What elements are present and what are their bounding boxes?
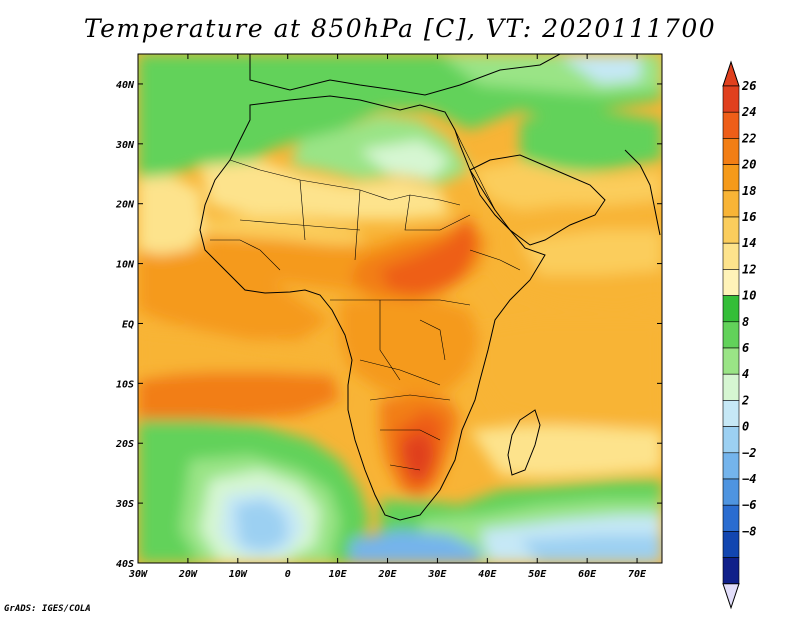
lon-tick-label: 0 [285,569,291,580]
lat-tick-label: 10S [116,379,134,390]
lat-tick-label: 20S [115,439,134,450]
colorbar-min-arrow [722,583,740,610]
lat-tick-label: 30S [115,499,134,510]
lon-tick-label: 10W [229,569,248,580]
lon-tick-label: 50E [528,569,547,580]
lon-tick-label: 60E [578,569,597,580]
india-outline [624,149,661,236]
colorbar-label: 24 [741,105,756,119]
colorbar-swatch [722,452,740,480]
madagascar-outline [507,409,541,476]
colorbar-label: 4 [742,367,749,381]
colorbar-label: 20 [741,158,756,172]
red-sea-outline [454,129,496,211]
colorbar-swatch [722,426,740,454]
map-title: Temperature at 850hPa [C], VT: 202011170… [83,14,717,43]
lon-tick-label: 20W [178,569,198,580]
colorbar-swatch [722,321,740,349]
lat-tick-label: EQ [122,319,134,330]
europe-outline [249,54,561,96]
colorbar-label: 8 [742,315,749,329]
colorbar-swatch [722,373,740,401]
colorbar-swatch [722,111,740,139]
lon-tick-label: 70E [628,569,647,580]
lat-tick-label: 30N [115,140,135,151]
colorbar-label: −8 [742,524,756,538]
lat-tick-label: 10N [116,260,135,271]
colorbar-label: 12 [742,262,756,276]
map-frame [137,53,663,564]
lon-tick-label: 30E [427,569,447,580]
colorbar-swatch [722,557,740,585]
colorbar-swatch [722,478,740,506]
colorbar-swatch [722,295,740,323]
colorbar-label: 6 [742,341,749,355]
arabia-outline [469,154,606,246]
colorbar-label: 16 [742,210,756,224]
colorbar-swatch [722,531,740,558]
colorbar-swatch [722,347,740,375]
axis-ticks: 30W 20W 10W 0 10E 20E 30E 40E 50E 60E 70E 40N 30N 20N… [115,54,662,580]
colorbar-label: −6 [742,498,756,512]
lon-tick-label: 30W [128,569,148,580]
colorbar-label: −4 [742,472,756,486]
credit-text: GrADS: IGES/COLA [4,604,91,614]
colorbar-label: 14 [742,236,756,250]
colorbar-label: 2 [741,393,749,407]
colorbar-label: −2 [742,446,756,460]
colorbar-swatch [722,504,740,532]
africa-coastline [199,95,546,521]
lat-tick-label: 40N [116,80,135,91]
colorbar-max-arrow [722,60,740,87]
lat-tick-label: 20N [115,200,135,211]
colorbar-swatch [722,242,740,270]
colorbar-swatch [722,85,740,113]
colorbar-swatch [722,216,740,244]
colorbar-label: 26 [741,79,756,93]
lon-tick-label: 20E [377,569,397,580]
colorbar-label: 10 [742,289,756,303]
temperature-field [138,54,662,563]
colorbar-label: 22 [741,131,756,145]
colorbar-swatch [722,164,740,192]
lon-tick-label: 10E [329,569,348,580]
lat-tick-label: 40S [116,559,134,570]
country-borders [210,159,521,471]
colorbar-swatch [722,269,740,296]
colorbar-swatch [722,400,740,427]
map-boundaries [199,54,661,521]
lon-tick-label: 40E [478,569,497,580]
colorbar-swatch [722,138,740,165]
colorbar-label: 0 [742,420,749,434]
colorbar-swatch [722,190,740,218]
colorbar-label: 18 [742,184,756,198]
